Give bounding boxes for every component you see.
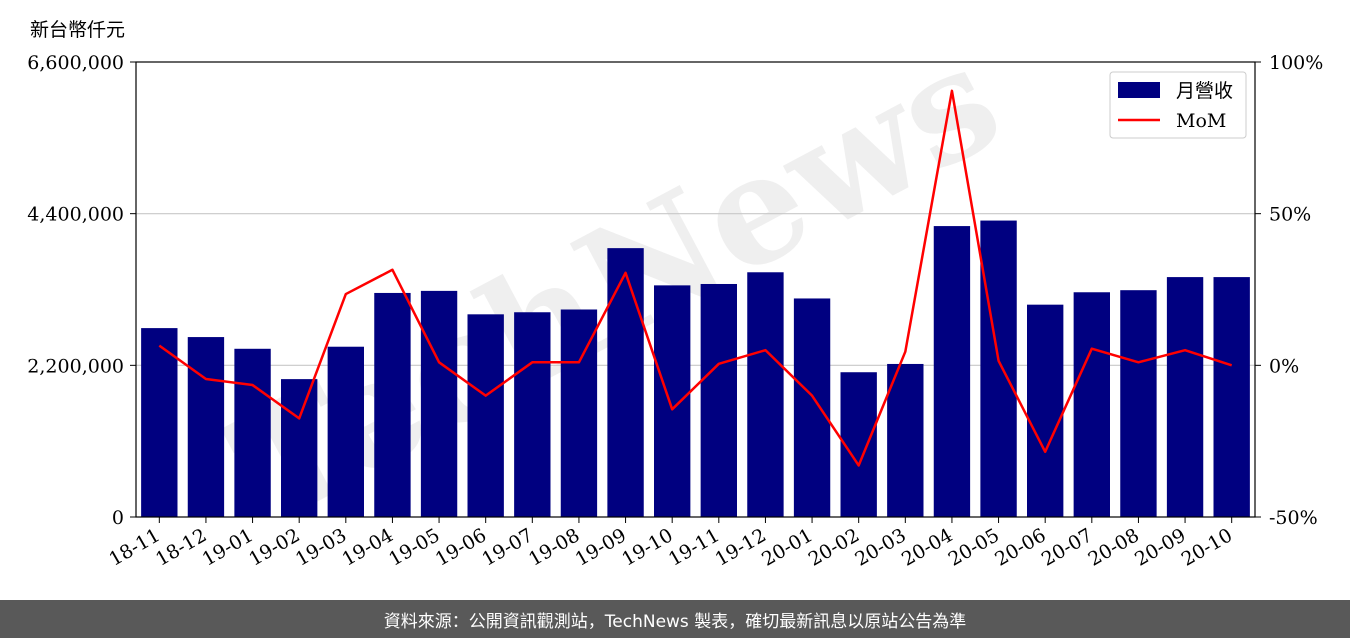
x-tick-label: 20-06 bbox=[991, 524, 1049, 570]
x-tick-label: 19-08 bbox=[525, 524, 583, 570]
x-tick-label: 19-04 bbox=[338, 524, 396, 570]
bar-20-10 bbox=[1213, 277, 1250, 517]
x-tick-label: 20-03 bbox=[851, 524, 909, 570]
x-tick-label: 19-07 bbox=[478, 524, 536, 570]
bar-20-03 bbox=[887, 363, 924, 517]
x-tick-label: 18-12 bbox=[152, 524, 210, 570]
x-tick-label: 19-11 bbox=[665, 524, 723, 570]
bar-20-07 bbox=[1073, 292, 1110, 517]
bar-20-01 bbox=[793, 298, 831, 517]
bar-20-06 bbox=[1027, 304, 1064, 517]
x-tick-label: 20-02 bbox=[805, 524, 863, 570]
source-footer: 資料來源：公開資訊觀測站，TechNews 製表，確切最新訊息以原站公告為準 bbox=[0, 600, 1350, 638]
bar-19-04 bbox=[374, 292, 411, 517]
y-right-tick-label: 100% bbox=[1269, 52, 1323, 74]
y-right-tick-label: 0% bbox=[1269, 355, 1299, 377]
y-left-tick-label: 0 bbox=[112, 507, 124, 529]
bar-19-05 bbox=[420, 290, 458, 517]
x-tick-label: 19-01 bbox=[199, 524, 257, 570]
bar-20-04 bbox=[933, 226, 971, 518]
bar-18-11 bbox=[141, 328, 178, 517]
y-axis-unit-label: 新台幣仟元 bbox=[30, 19, 126, 41]
x-tick-label: 19-05 bbox=[385, 524, 443, 570]
x-tick-label: 18-11 bbox=[105, 524, 163, 570]
bar-19-09 bbox=[607, 248, 644, 518]
bar-20-02 bbox=[840, 372, 877, 517]
y-left-tick-label: 4,400,000 bbox=[27, 204, 124, 226]
bar-19-07 bbox=[514, 312, 551, 517]
x-tick-label: 20-05 bbox=[945, 524, 1003, 570]
x-tick-label: 20-04 bbox=[898, 524, 956, 570]
y-left-tick-label: 2,200,000 bbox=[27, 355, 124, 377]
bar-19-10 bbox=[654, 285, 691, 517]
bar-19-03 bbox=[327, 346, 364, 517]
x-tick-label: 20-09 bbox=[1131, 524, 1189, 570]
bar-19-06 bbox=[467, 314, 504, 517]
bar-18-12 bbox=[187, 337, 225, 517]
x-tick-label: 19-10 bbox=[618, 524, 676, 570]
bar-20-09 bbox=[1166, 277, 1204, 517]
x-tick-label: 20-01 bbox=[758, 524, 816, 570]
y-right-tick-label: -50% bbox=[1269, 507, 1318, 529]
x-tick-label: 20-07 bbox=[1038, 524, 1096, 570]
bar-19-02 bbox=[281, 379, 318, 517]
bar-19-12 bbox=[747, 272, 784, 517]
x-tick-label: 19-09 bbox=[572, 524, 630, 570]
bar-20-05 bbox=[980, 220, 1017, 517]
footer-text: 資料來源：公開資訊觀測站，TechNews 製表，確切最新訊息以原站公告為準 bbox=[383, 611, 967, 632]
x-tick-label: 19-12 bbox=[711, 524, 769, 570]
plot-frame bbox=[135, 61, 1256, 518]
x-tick-label: 20-10 bbox=[1178, 524, 1236, 570]
chart-area: TechNews 0 2,200,000 4,400,000 6,600,000 -50%… bbox=[27, 10, 1323, 571]
bar-20-08 bbox=[1120, 290, 1157, 517]
bar-19-11 bbox=[700, 283, 737, 517]
legend-swatch-bar bbox=[1118, 82, 1160, 98]
legend-label-mom: MoM bbox=[1176, 110, 1226, 132]
x-tick-label: 20-08 bbox=[1084, 524, 1142, 570]
combo-chart: TechNews02,200,0004,400,0006,600,000-50%… bbox=[27, 10, 1323, 571]
x-tick-label: 19-06 bbox=[432, 524, 490, 570]
y-left-tick-label: 6,600,000 bbox=[27, 52, 124, 74]
mom-line bbox=[158, 89, 1233, 467]
legend-label-revenue: 月營收 bbox=[1176, 80, 1233, 102]
y-right-tick-label: 50% bbox=[1269, 204, 1311, 226]
bar-19-01 bbox=[234, 348, 271, 517]
bar-19-08 bbox=[560, 309, 598, 517]
